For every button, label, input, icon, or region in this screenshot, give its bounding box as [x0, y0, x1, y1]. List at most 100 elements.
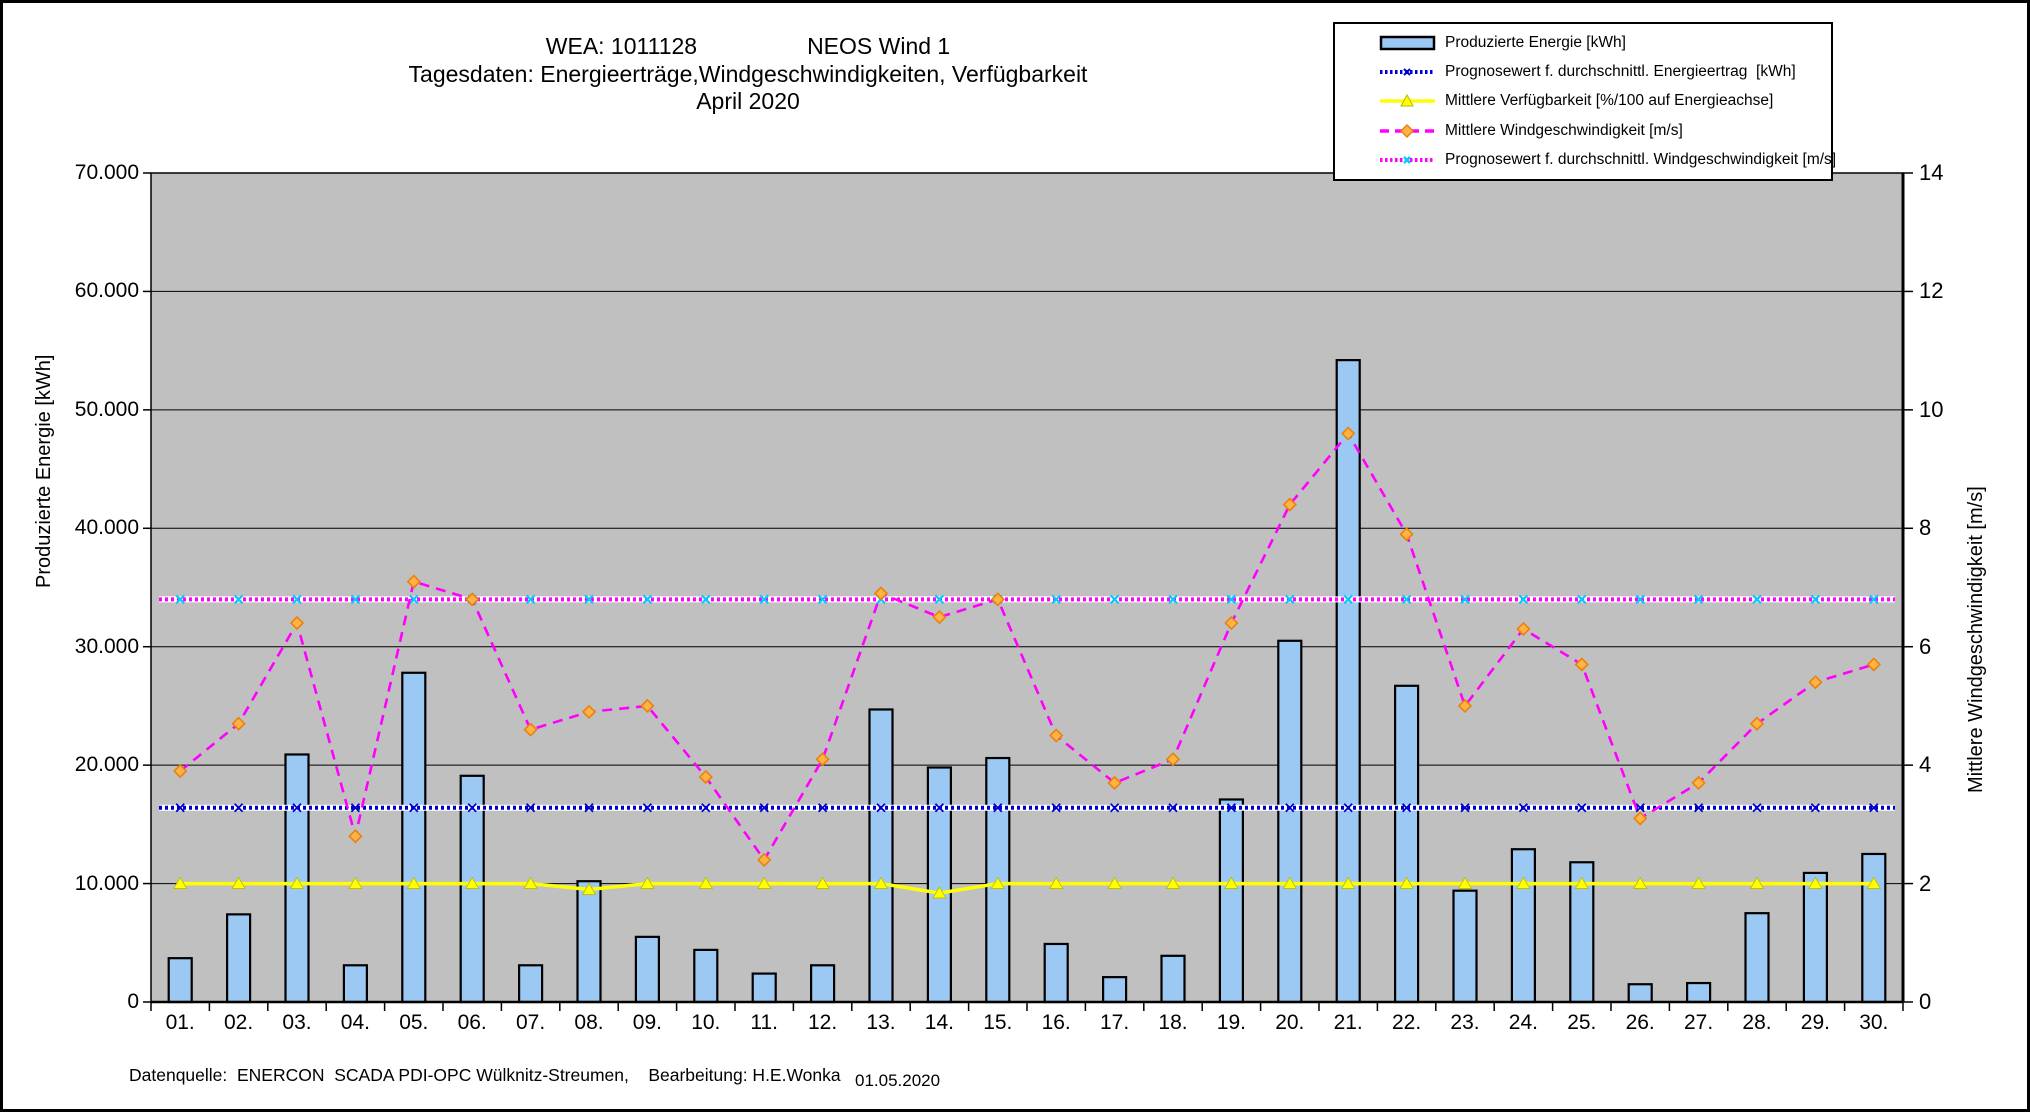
availability-marker [932, 886, 947, 899]
bar-day-02. [226, 913, 252, 1004]
bar-day-23. [1452, 889, 1478, 1004]
energy-forecast-marker [1401, 803, 1412, 813]
windspeed-marker [1633, 811, 1648, 826]
x-tick-label: 15. [983, 1011, 1013, 1034]
energy-forecast-marker [175, 803, 185, 813]
windspeed-marker [523, 722, 538, 737]
bar-day-07. [517, 964, 544, 1004]
availability-marker [406, 876, 422, 889]
y-right-tick-label: 2 [1919, 870, 1932, 896]
bar-day-27. [1685, 981, 1712, 1004]
dotted-line-icon [1380, 68, 1435, 76]
legend-item-windspeed-forecast: Prognosewert f. durchschnittl. Windgesch… [1379, 151, 1836, 169]
energy-forecast-marker [1693, 803, 1704, 813]
energy-forecast-marker [584, 803, 594, 813]
y-right-tick-label: 6 [1919, 633, 1932, 659]
legend: Produzierte Energie [kWh] Prognosewert f… [1333, 22, 1836, 181]
windspeed-marker [1399, 527, 1414, 542]
wind-forecast-marker [1577, 594, 1587, 605]
wind-forecast-marker [642, 594, 653, 605]
energy-forecast-marker [642, 803, 653, 813]
availability-marker [1282, 876, 1298, 889]
windspeed-marker [173, 763, 188, 779]
y-right-tick-label: 0 [1919, 989, 1932, 1014]
windspeed-marker [465, 592, 480, 607]
x-tick-label: 26. [1625, 1011, 1655, 1034]
y-right-tick-label: 4 [1919, 752, 1932, 778]
wind-forecast-marker [1226, 594, 1237, 605]
wind-forecast-marker [759, 594, 769, 605]
x-tick-label: 13. [866, 1011, 896, 1034]
energy-forecast-marker [1460, 803, 1470, 813]
windspeed-marker [1574, 657, 1589, 672]
x-tick-label: 14. [924, 1011, 954, 1034]
windspeed-marker [1049, 728, 1064, 743]
wind-forecast-marker [525, 594, 536, 605]
bar-day-16. [1043, 942, 1069, 1004]
availability-marker [581, 882, 597, 895]
y-right-tick-label: 12 [1919, 278, 1944, 304]
energy-forecast-marker [1109, 803, 1120, 813]
x-tick-label: 01. [165, 1011, 195, 1034]
energy-forecast-marker [350, 803, 361, 813]
windspeed-marker [640, 698, 655, 714]
energy-forecast-marker [1226, 803, 1237, 813]
yellow-line-icon [1380, 94, 1435, 107]
legend-item-windspeed: Mittlere Windgeschwindigkeit [m/s] [1379, 122, 1831, 140]
plot-area [143, 172, 1913, 1011]
y-left-tick-label: 30.000 [74, 634, 139, 658]
wind-forecast-marker [350, 594, 361, 605]
windspeed-marker [1107, 775, 1122, 791]
wind-forecast-marker [701, 594, 711, 605]
availability-marker [1048, 876, 1064, 889]
windspeed-marker [1866, 657, 1881, 672]
legend-label: Produzierte Energie [kWh] [1445, 33, 1626, 51]
energy-forecast-marker [759, 803, 769, 813]
availability-line [180, 881, 1874, 895]
wind-forecast-marker [1168, 594, 1178, 605]
windspeed-marker [1516, 621, 1531, 637]
x-tick-label: 11. [750, 1011, 778, 1034]
y-left-tick-label: 40.000 [74, 516, 139, 540]
bar-day-18. [1160, 954, 1186, 1004]
availability-marker [1224, 876, 1239, 889]
y-right-tick-label: 8 [1919, 515, 1932, 541]
wind-forecast-marker [1401, 594, 1412, 605]
wind-forecast-marker [233, 594, 244, 605]
plot-background [151, 173, 1903, 1002]
bar-day-20. [1277, 639, 1303, 1004]
energy-forecast-marker [1518, 803, 1529, 813]
title-line-1: WEA: 1011128 NEOS Wind 1 [288, 33, 1208, 61]
availability-marker [1691, 876, 1706, 889]
bar-day-05. [401, 671, 427, 1004]
x-tick-label: 08. [574, 1011, 604, 1034]
x-tick-label: 05. [399, 1011, 429, 1034]
bar-day-22. [1393, 684, 1420, 1004]
bar-day-24. [1510, 848, 1537, 1004]
windspeed-marker [757, 852, 772, 868]
bar-swatch-icon [1379, 35, 1436, 50]
wind-forecast-marker [292, 594, 302, 605]
x-tick-label: 10. [691, 1011, 721, 1034]
windspeed-marker [1749, 716, 1765, 731]
wind-forecast-marker [1635, 594, 1645, 605]
availability-marker [1632, 876, 1648, 889]
energy-forecast-marker [1635, 803, 1645, 813]
x-tick-label: 16. [1041, 1011, 1071, 1034]
y-left-tick-label: 20.000 [74, 753, 139, 777]
legend-item-energy-forecast: Prognosewert f. durchschnittl. Energieer… [1379, 63, 1831, 81]
windspeed-marker [990, 592, 1005, 607]
wind-forecast-marker [584, 594, 594, 605]
availability-marker [1340, 876, 1356, 889]
y-left-tick-label: 50.000 [74, 397, 139, 421]
title-line-2: Tagesdaten: Energieerträge,Windgeschwind… [408, 60, 1088, 87]
wind-forecast-marker [1109, 594, 1120, 605]
wind-forecast-marker [1343, 594, 1353, 605]
x-tick-label: 28. [1742, 1011, 1772, 1034]
bar-day-01. [167, 957, 193, 1004]
availability-marker [873, 876, 889, 889]
dashed-line-icon [1380, 123, 1435, 138]
x-tick-label: 17. [1099, 1011, 1130, 1034]
availability-marker [172, 876, 188, 889]
